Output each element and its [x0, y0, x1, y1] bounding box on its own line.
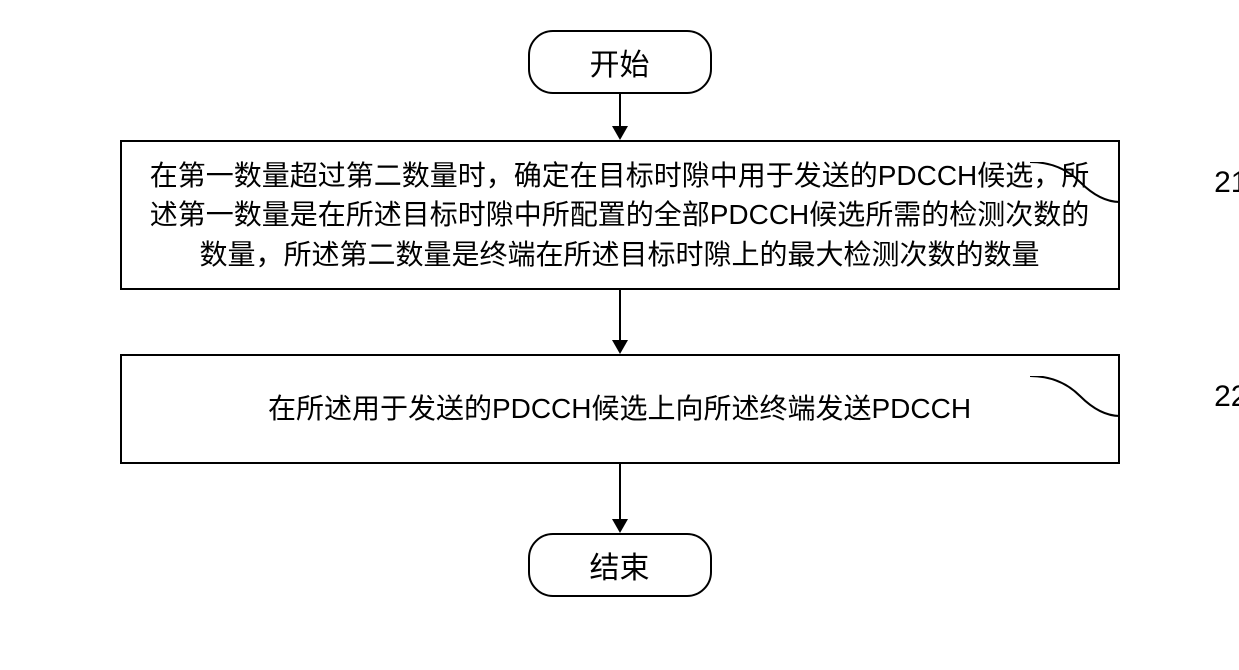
start-text: 开始	[590, 49, 650, 82]
label-connector-21	[1030, 162, 1120, 207]
step-21-text: 在第一数量超过第二数量时，确定在目标时隙中用于发送的PDCCH候选，所述第一数量…	[142, 156, 1098, 274]
arrow-head	[612, 126, 628, 140]
arrow-2	[612, 290, 628, 354]
arrow-line	[619, 290, 621, 340]
arrow-head	[612, 340, 628, 354]
arrow-line	[619, 464, 621, 519]
arrow-head	[612, 519, 628, 533]
process-step-22: 在所述用于发送的PDCCH候选上向所述终端发送PDCCH 22	[120, 354, 1120, 464]
label-22: 22	[1214, 376, 1239, 418]
start-terminal: 开始	[528, 30, 712, 94]
flowchart-container: 开始 在第一数量超过第二数量时，确定在目标时隙中用于发送的PDCCH候选，所述第…	[60, 30, 1179, 597]
arrow-3	[612, 464, 628, 533]
arrow-1	[612, 94, 628, 140]
process-step-21: 在第一数量超过第二数量时，确定在目标时隙中用于发送的PDCCH候选，所述第一数量…	[120, 140, 1120, 290]
label-connector-22	[1030, 376, 1120, 421]
step-22-text: 在所述用于发送的PDCCH候选上向所述终端发送PDCCH	[142, 389, 1098, 428]
arrow-line	[619, 94, 621, 126]
end-text: 结束	[590, 552, 650, 585]
end-terminal: 结束	[528, 533, 712, 597]
label-21: 21	[1214, 162, 1239, 204]
